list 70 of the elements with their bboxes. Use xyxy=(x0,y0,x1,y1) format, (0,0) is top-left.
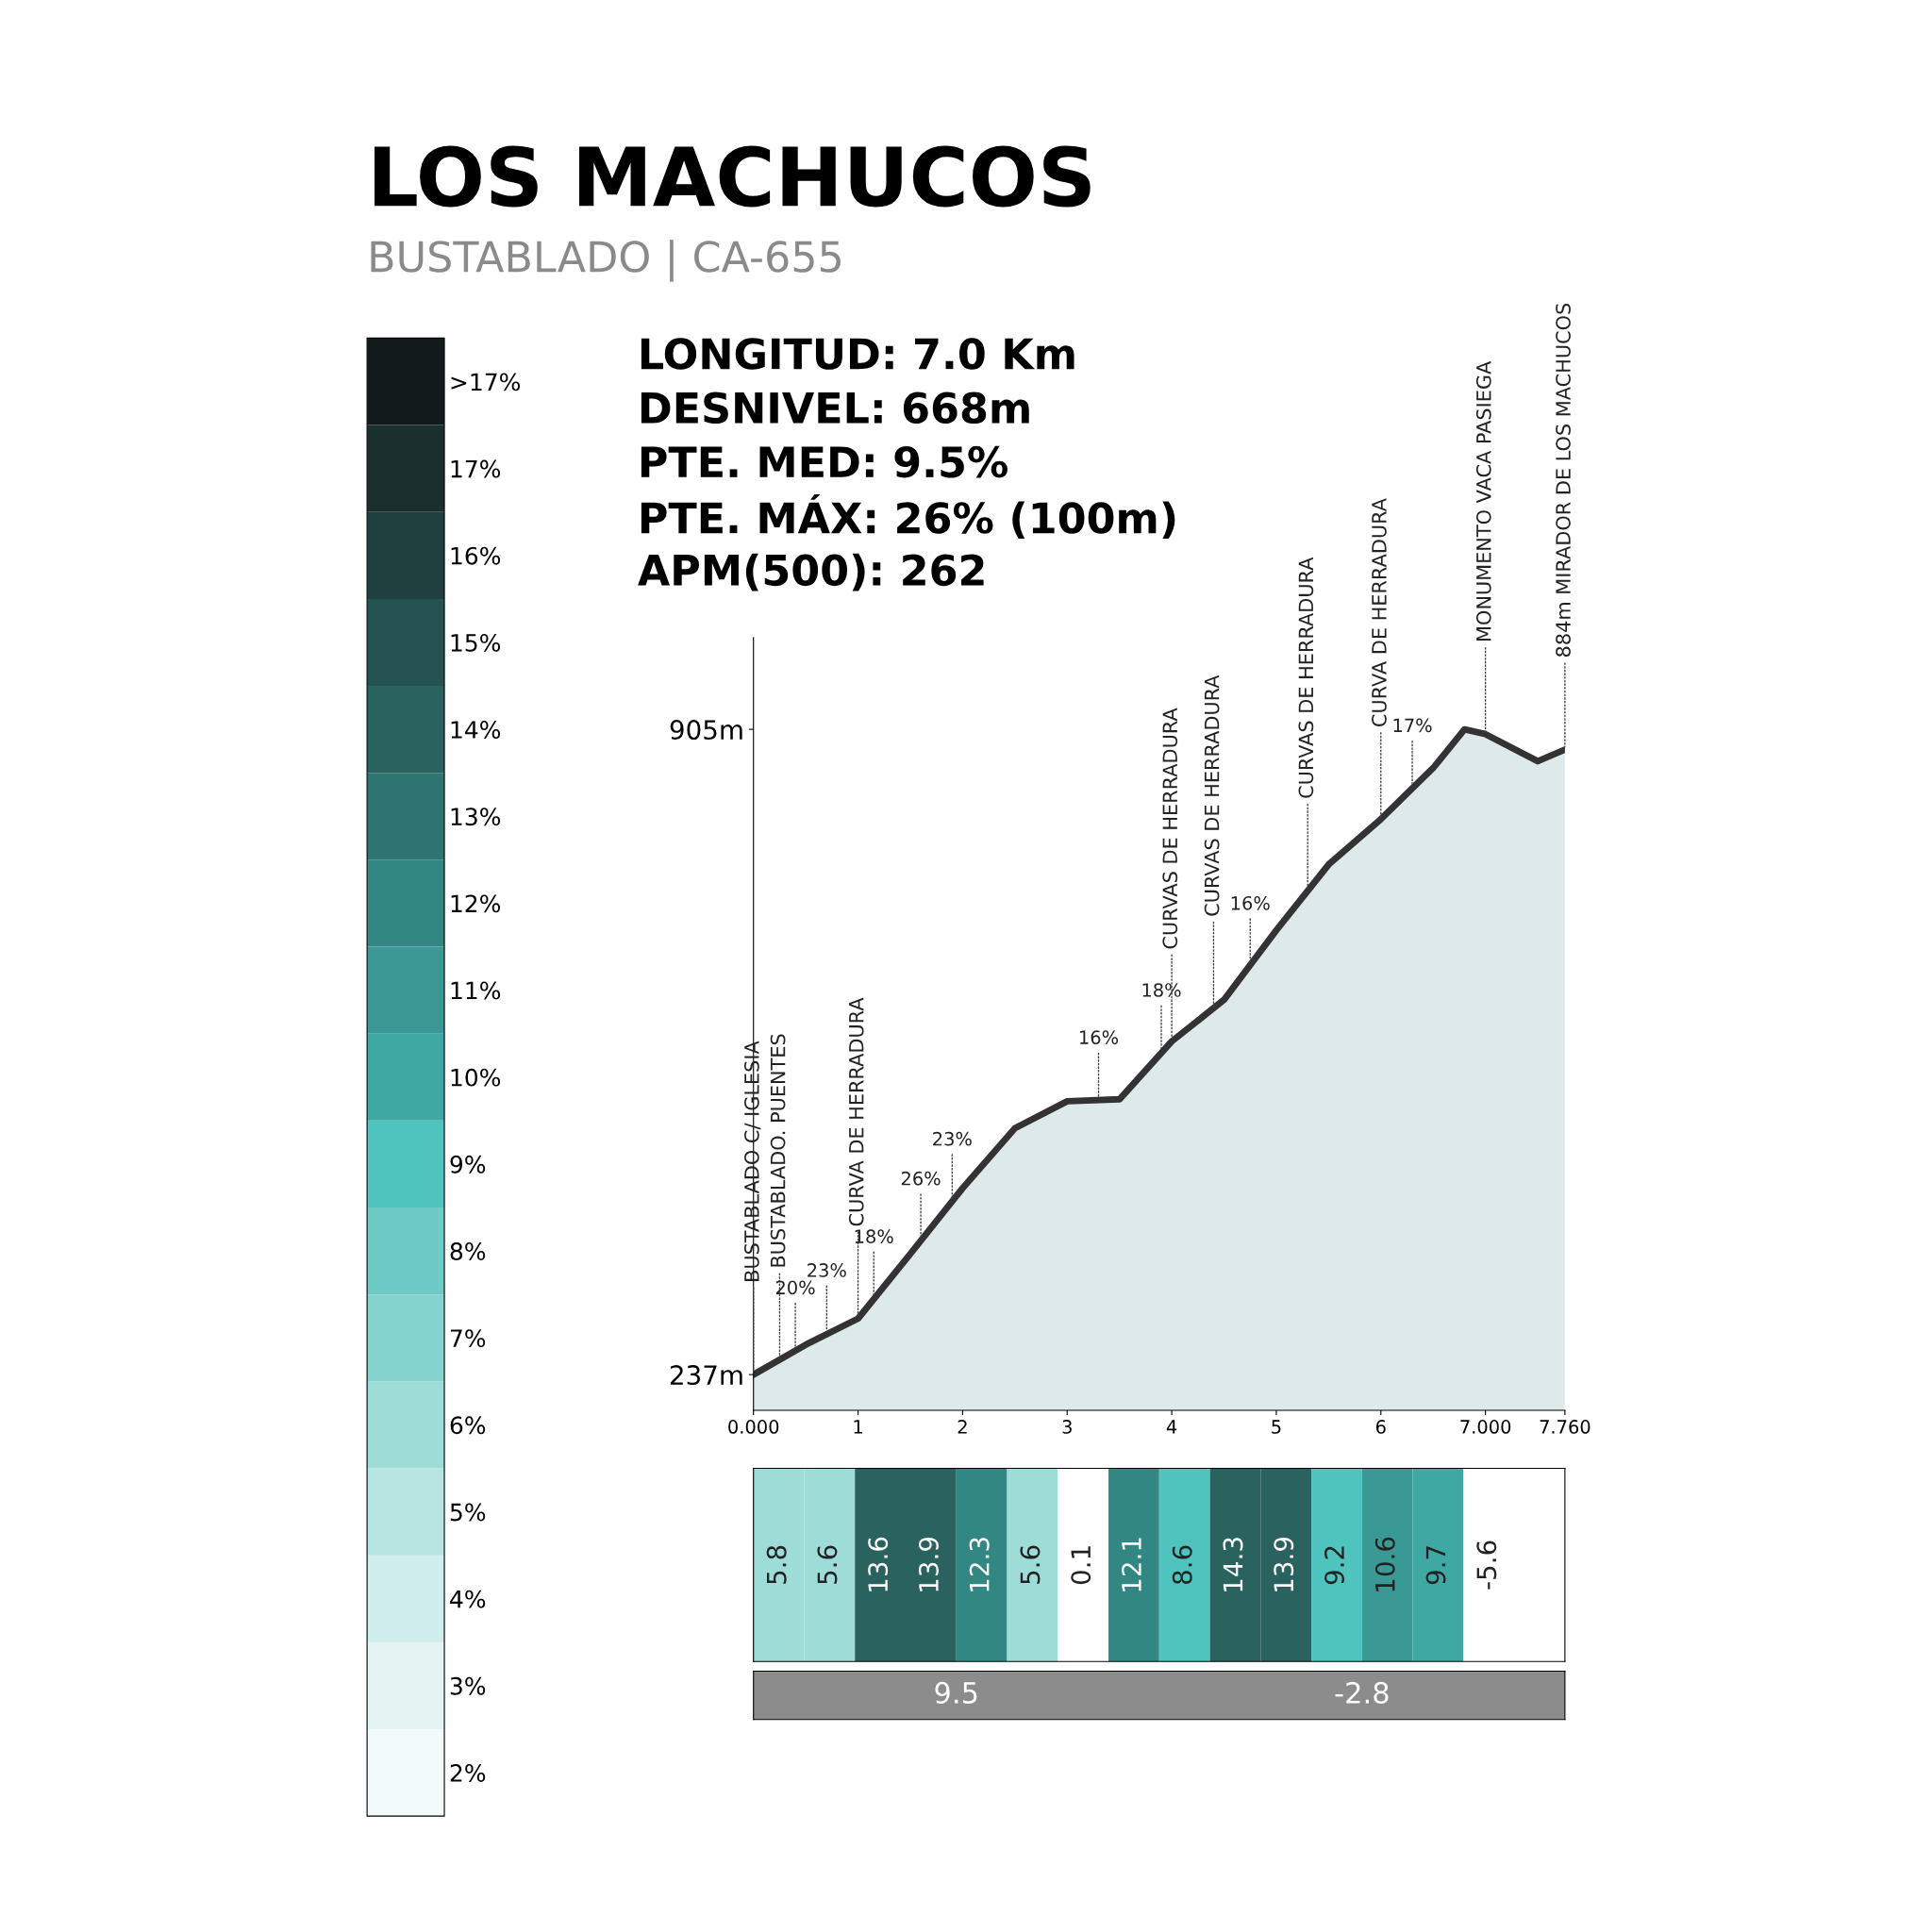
data-label: 9.2 xyxy=(1324,1546,1345,1585)
annotation: BUSTABLADO. PUENTES xyxy=(770,1034,786,1267)
data-label: -5.6 xyxy=(1476,1541,1497,1590)
data-label: 13.9 xyxy=(1274,1537,1294,1591)
data-label: 8.6 xyxy=(1172,1545,1192,1585)
annotation: 23% xyxy=(933,1131,972,1146)
annotation: 20% xyxy=(775,1280,815,1295)
x-tick-label: 4 xyxy=(1166,1420,1177,1434)
x-tick-label: 0.000 xyxy=(728,1420,779,1434)
color-bar-label: 10% xyxy=(451,1068,501,1087)
annotation: MONUMENTO VACA PASIEGA xyxy=(1475,360,1491,641)
annotation: 884m MIRADOR DE LOS MACHUCOS xyxy=(1556,303,1571,657)
color-bar-label: 4% xyxy=(450,1590,486,1608)
x-tick-label: 5 xyxy=(1272,1420,1281,1434)
color-bar-label: 7% xyxy=(450,1329,486,1348)
data-label: 13.6 xyxy=(868,1537,889,1591)
text: APM(500): 262 xyxy=(638,553,984,591)
data-label: 5.6 xyxy=(1020,1545,1041,1584)
color-bar-label: 15% xyxy=(451,633,501,652)
annotation: 26% xyxy=(901,1171,941,1186)
x-tick-label: 6 xyxy=(1375,1420,1386,1434)
color-bar-label: 13% xyxy=(451,808,501,826)
color-bar-label: 12% xyxy=(451,894,501,913)
annotation: 16% xyxy=(1231,895,1270,910)
chart-title: LOS MACHUCOS xyxy=(375,145,1091,208)
chart-subtitle: BUSTABLADO | CA-655 xyxy=(371,240,841,282)
x-tick-label: 3 xyxy=(1062,1420,1072,1434)
data-label: 10.6 xyxy=(1374,1537,1395,1591)
color-bar-label: 9% xyxy=(450,1155,486,1174)
data-label: 14.3 xyxy=(1223,1538,1243,1591)
color-bar-label: 5% xyxy=(450,1503,486,1522)
annotation: BUSTABLADO C/ IGLESIA xyxy=(744,1041,761,1281)
annotation: 17% xyxy=(1393,718,1432,733)
y-tick-label: 237m xyxy=(670,1365,742,1386)
color-bar-label: 17% xyxy=(451,459,501,478)
data-label: 5.8 xyxy=(766,1545,787,1584)
annotation: CURVA DE HERRADURA xyxy=(1372,498,1387,726)
annotation: CURVAS DE HERRADURA xyxy=(1204,675,1220,916)
color-bar-label: 2% xyxy=(450,1763,486,1782)
annotation: CURVA DE HERRADURA xyxy=(848,997,864,1226)
text: PTE. MED: 9.5% xyxy=(641,445,1008,478)
data-label: 5.6 xyxy=(817,1545,838,1584)
text: PTE. MÁX: 26% (100m) xyxy=(641,494,1175,540)
annotation: 16% xyxy=(1080,1030,1119,1045)
data-label: 12.3 xyxy=(969,1538,990,1591)
text: -2.8 xyxy=(1335,1681,1389,1704)
text: LONGITUD: 7.0 Km xyxy=(641,338,1074,370)
text: 9.5 xyxy=(935,1681,977,1704)
text: DESNIVEL: 668m xyxy=(641,391,1029,425)
data-label: 0.1 xyxy=(1071,1546,1091,1585)
annotation: 18% xyxy=(1142,983,1181,997)
data-label: 9.7 xyxy=(1425,1546,1446,1585)
annotation: CURVAS DE HERRADURA xyxy=(1162,708,1178,949)
x-tick-label: 7.760 xyxy=(1540,1420,1591,1434)
x-tick-label: 2 xyxy=(958,1420,967,1434)
color-bar-label: >17% xyxy=(451,373,521,391)
y-tick-label: 905m xyxy=(670,720,742,741)
color-bar-label: 14% xyxy=(451,721,501,739)
color-bar-label: 3% xyxy=(450,1676,486,1695)
color-bar-label: 8% xyxy=(450,1242,486,1260)
x-tick-label: 1 xyxy=(854,1420,862,1434)
color-bar-label: 16% xyxy=(451,546,501,565)
color-bar-label: 11% xyxy=(451,981,501,1000)
x-tick-label: 7.000 xyxy=(1460,1420,1511,1434)
annotation: 18% xyxy=(855,1229,893,1243)
data-label: 13.9 xyxy=(918,1537,939,1591)
color-bar-label: 6% xyxy=(450,1416,486,1435)
annotation: CURVAS DE HERRADURA xyxy=(1298,557,1314,798)
data-label: 12.1 xyxy=(1121,1538,1141,1591)
annotation: 23% xyxy=(808,1263,846,1277)
